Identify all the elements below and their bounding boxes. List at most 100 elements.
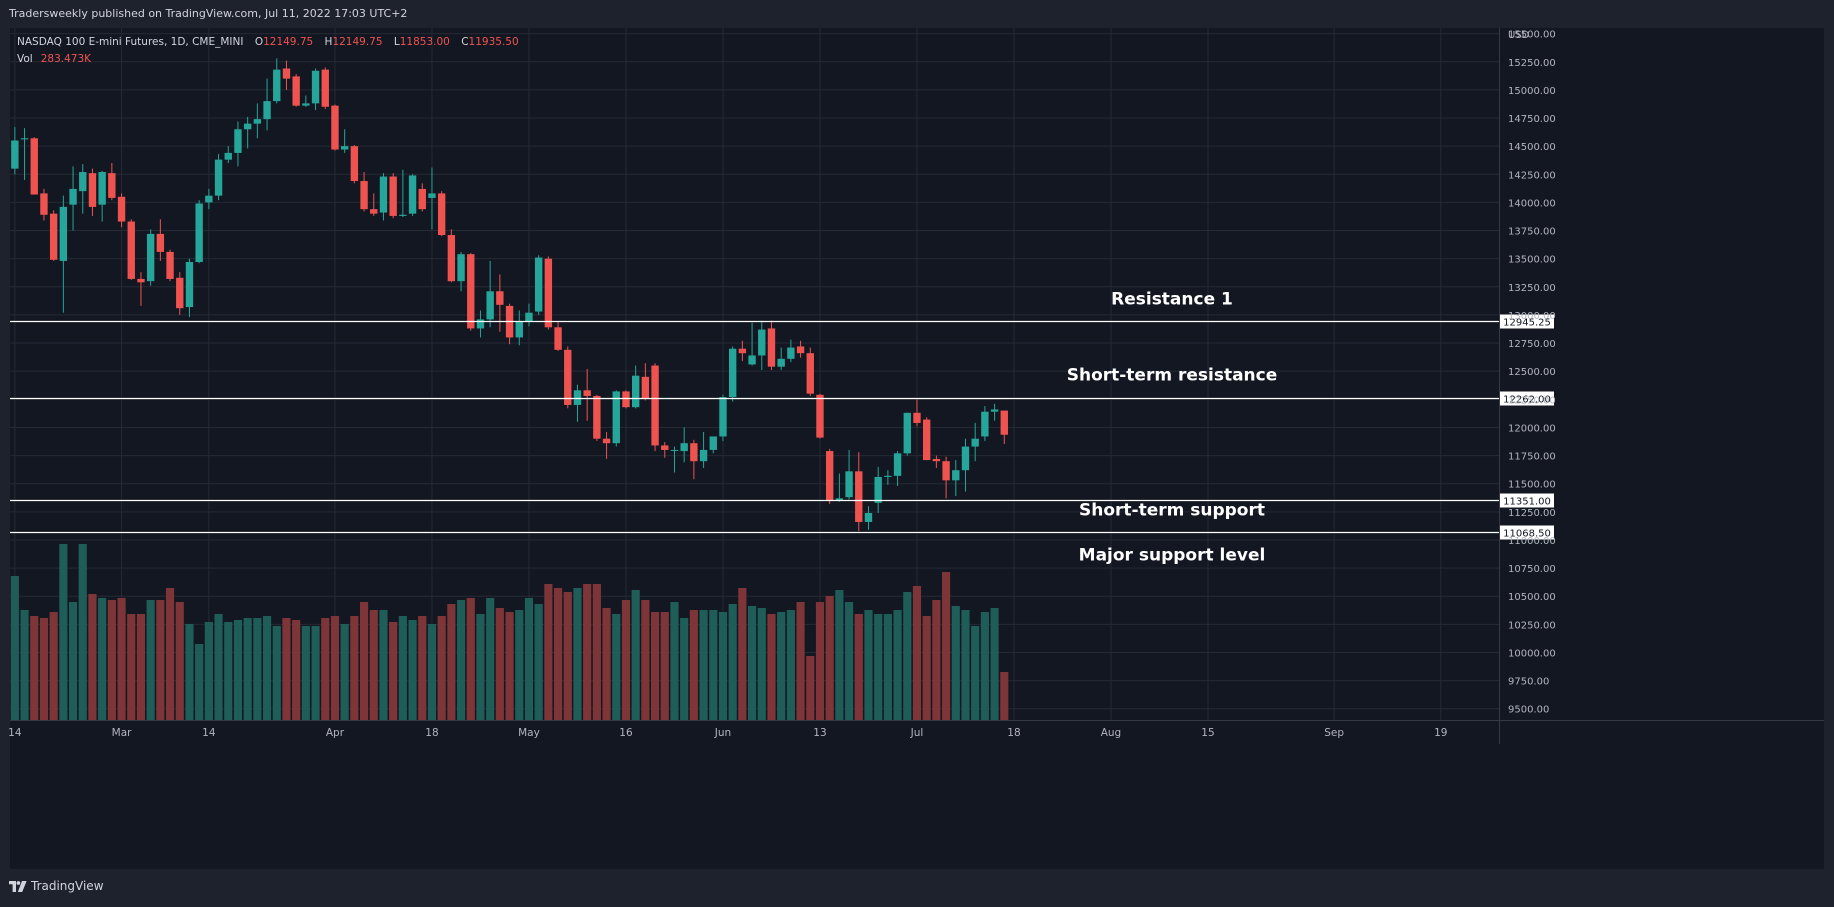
volume-value: 283.473K (40, 53, 92, 65)
candle-body (486, 291, 494, 320)
volume-bar (583, 584, 592, 720)
volume-bar (466, 598, 475, 720)
candle-body (913, 412, 921, 423)
volume-bar (253, 618, 262, 720)
candle-body (379, 176, 388, 213)
price-tick-label: 12500.00 (1508, 367, 1556, 378)
candle-body (787, 347, 795, 359)
candle-body (185, 262, 194, 308)
volume-bar (621, 600, 631, 720)
candle-body (214, 159, 223, 196)
candle-body (971, 438, 979, 447)
candle-body (825, 451, 834, 501)
legend-row-volume: Vol 283.473K (17, 51, 519, 68)
level-annotation: Resistance 1 (1111, 290, 1233, 310)
candle-body (234, 129, 242, 153)
price-tick-label: 11750.00 (1508, 452, 1556, 463)
low-label: L (393, 36, 400, 48)
volume-bar (650, 612, 660, 720)
volume-bar (389, 622, 398, 720)
volume-bar (321, 618, 330, 720)
volume-bar (505, 612, 514, 720)
time-tick-label: Aug (1101, 727, 1122, 739)
candle-body (69, 188, 77, 205)
candle-body (282, 68, 291, 79)
volume-bar (117, 598, 126, 720)
volume-bar (340, 624, 349, 720)
volume-bar (330, 616, 340, 720)
volume-bar (515, 610, 524, 720)
level-price-label: 12945.25 (1503, 318, 1551, 329)
published-text: Tradersweekly published on TradingView.c… (9, 7, 408, 20)
candle-body (922, 419, 931, 461)
price-tick-label: 14000.00 (1508, 198, 1556, 209)
candle-body (758, 329, 766, 356)
volume-bar (777, 612, 786, 720)
volume-bar (195, 644, 204, 720)
candle-body (670, 449, 679, 451)
candle-body (137, 278, 145, 283)
low-value: 11853.00 (399, 36, 450, 48)
volume-bar (718, 612, 728, 720)
volume-bar (68, 602, 78, 720)
candle-body (874, 476, 882, 503)
candle-body (166, 251, 174, 279)
volume-bar (136, 614, 146, 720)
candle-body (79, 172, 87, 192)
price-tick-label: 13000.00 (1508, 311, 1556, 322)
symbol-label[interactable]: NASDAQ 100 E-mini Futures, 1D, CME_MINI (17, 36, 244, 48)
candle-body (360, 181, 368, 210)
candle-body (331, 105, 339, 150)
volume-bar (214, 614, 223, 720)
high-label: H (324, 36, 333, 48)
volume-bar (156, 600, 165, 720)
level-price-tag (1500, 314, 1554, 329)
volume-bar (990, 608, 999, 720)
candle-body (447, 235, 456, 282)
candles (11, 58, 1008, 531)
chart-legend: NASDAQ 100 E-mini Futures, 1D, CME_MINI … (17, 34, 519, 68)
candle-body (932, 458, 941, 462)
volume-bar (845, 602, 854, 720)
candle-body (340, 146, 349, 150)
volume-bar (573, 588, 582, 720)
volume-bar (961, 610, 970, 720)
candle-body (990, 409, 999, 412)
candle-body (146, 233, 155, 282)
time-tick-label: 18 (1007, 727, 1020, 739)
volume-bar (757, 608, 766, 720)
volume-bar (883, 614, 892, 720)
volume-bar (292, 620, 301, 720)
volume-bar (224, 622, 233, 720)
level-price-label: 11351.00 (1503, 497, 1551, 508)
volume-bar (78, 544, 87, 720)
tradingview-logo[interactable]: TradingView (9, 879, 104, 893)
volume-bar (835, 590, 844, 720)
time-tick-label: Jul (910, 727, 924, 739)
candle-body (515, 321, 523, 338)
volume-bar (476, 614, 485, 720)
volume-bar (185, 624, 194, 720)
candle-body (534, 257, 543, 312)
volume-bar (379, 610, 388, 720)
volume-bar (544, 584, 553, 720)
volume-bar (980, 612, 989, 720)
candle-body (835, 498, 844, 501)
candle-body (243, 123, 252, 130)
volume-bar (602, 608, 611, 720)
volume-bar (282, 618, 291, 720)
time-tick-label: 15 (1201, 727, 1214, 739)
volume-bar (204, 622, 213, 720)
candle-body (709, 436, 717, 450)
volume-bar (418, 616, 427, 720)
candle-body (399, 214, 407, 216)
time-tick-label: 14 (8, 727, 22, 739)
volume-bar (748, 606, 757, 720)
candle-body (864, 512, 873, 522)
volume-bar (408, 620, 417, 720)
price-tick-label: 10750.00 (1508, 564, 1556, 575)
level-annotation: Short-term resistance (1067, 366, 1278, 386)
candle-body (59, 206, 68, 261)
price-tick-label: 14250.00 (1508, 170, 1556, 181)
